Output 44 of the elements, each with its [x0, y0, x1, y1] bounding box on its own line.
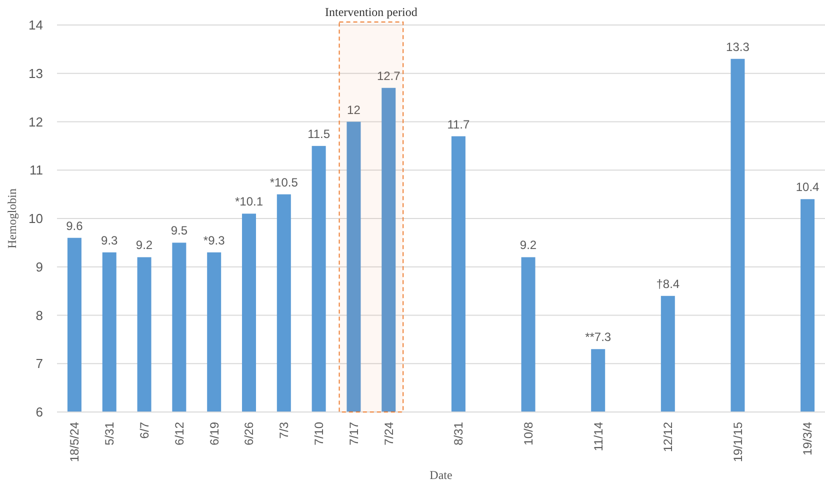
x-tick-label: 7/3	[277, 422, 292, 439]
data-label: 13.3	[726, 40, 750, 54]
data-label: *9.3	[203, 233, 226, 248]
y-tick-label: 9	[36, 259, 43, 274]
x-tick-label: 7/24	[382, 422, 396, 446]
y-tick-label: 12	[28, 114, 43, 130]
x-tick-label: 7/17	[346, 422, 361, 446]
data-label: 9.3	[101, 233, 118, 248]
x-tick-label: 10/8	[521, 422, 536, 446]
data-label: **7.3	[585, 330, 612, 344]
data-label: 9.6	[66, 218, 84, 233]
x-axis-title: Date	[430, 468, 452, 482]
data-label: 11.5	[308, 126, 330, 141]
y-tick-label: 6	[36, 404, 43, 420]
data-label: †8.4	[656, 276, 680, 291]
x-tick-label: 12/12	[661, 422, 676, 452]
data-label: 12	[347, 102, 361, 117]
data-label: *10.5	[270, 175, 298, 190]
data-label: 11.7	[447, 117, 470, 132]
data-label: 12.7	[376, 68, 401, 83]
data-label: 9.5	[170, 224, 188, 238]
y-tick-label: 13	[28, 66, 43, 81]
x-tick-label: 6/19	[207, 422, 222, 446]
y-tick-label: 10	[28, 211, 43, 226]
x-tick-label: 5/31	[102, 422, 117, 446]
x-tick-label: 6/7	[137, 422, 152, 439]
y-tick-label: 11	[30, 162, 43, 178]
x-tick-label: 8/31	[452, 422, 466, 446]
y-tick-label: 8	[36, 308, 43, 323]
x-tick-label: 18/5/24	[68, 422, 82, 462]
y-tick-label: 7	[36, 356, 43, 372]
data-label: 9.2	[520, 238, 537, 252]
x-tick-label: 6/26	[242, 422, 256, 446]
data-label: 10.4	[796, 180, 820, 194]
x-tick-label: 19/3/4	[800, 422, 815, 456]
x-tick-label: 7/10	[312, 422, 326, 446]
band-label: Intervention period	[325, 5, 418, 19]
y-axis-title: Hemoglobin	[5, 188, 19, 248]
x-tick-label: 6/12	[172, 422, 186, 446]
y-tick-label: 14	[28, 18, 43, 33]
x-tick-label: 11/14	[591, 422, 606, 452]
x-tick-label: 19/1/15	[730, 422, 745, 462]
data-label: *10.1	[234, 194, 264, 209]
data-label: 9.2	[136, 238, 153, 252]
